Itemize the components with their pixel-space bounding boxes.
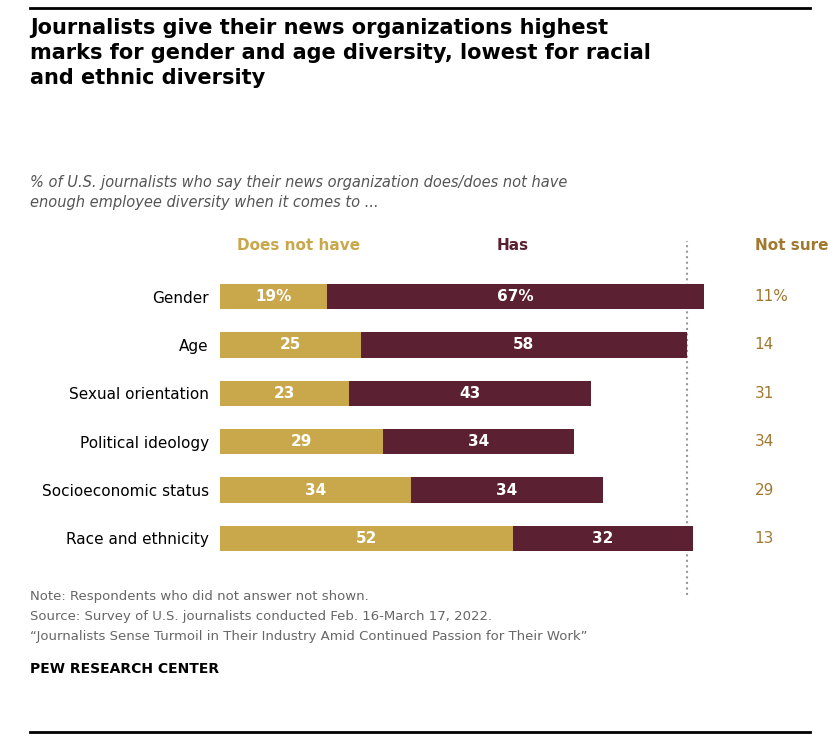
Text: Does not have: Does not have xyxy=(237,238,360,253)
Text: 34: 34 xyxy=(496,482,517,497)
Bar xyxy=(383,429,575,454)
Text: % of U.S. journalists who say their news organization does/does not have
enough : % of U.S. journalists who say their news… xyxy=(30,175,567,210)
Bar xyxy=(220,429,383,454)
Bar xyxy=(220,477,412,502)
Text: 32: 32 xyxy=(592,531,613,546)
Text: 52: 52 xyxy=(355,531,377,546)
Text: “Journalists Sense Turmoil in Their Industry Amid Continued Passion for Their Wo: “Journalists Sense Turmoil in Their Indu… xyxy=(30,630,587,643)
Text: 23: 23 xyxy=(274,386,296,401)
Text: 13: 13 xyxy=(754,531,774,546)
Text: Note: Respondents who did not answer not shown.: Note: Respondents who did not answer not… xyxy=(30,590,369,603)
Text: 11%: 11% xyxy=(754,289,789,304)
Text: 14: 14 xyxy=(754,337,774,352)
Text: 29: 29 xyxy=(754,482,774,497)
Bar xyxy=(220,381,349,406)
Text: PEW RESEARCH CENTER: PEW RESEARCH CENTER xyxy=(30,662,219,676)
Text: 58: 58 xyxy=(513,337,534,352)
Bar xyxy=(412,477,602,502)
Text: 19%: 19% xyxy=(255,289,291,304)
Bar xyxy=(349,381,591,406)
Text: 34: 34 xyxy=(305,482,326,497)
Bar xyxy=(220,332,360,357)
Bar xyxy=(327,284,704,309)
Text: 25: 25 xyxy=(280,337,301,352)
Text: 43: 43 xyxy=(459,386,481,401)
Text: 31: 31 xyxy=(754,386,774,401)
Bar xyxy=(360,332,687,357)
Text: Source: Survey of U.S. journalists conducted Feb. 16-March 17, 2022.: Source: Survey of U.S. journalists condu… xyxy=(30,610,492,623)
Bar xyxy=(220,284,327,309)
Text: Has: Has xyxy=(496,238,528,253)
Bar xyxy=(512,526,692,551)
Text: Not sure: Not sure xyxy=(754,238,828,253)
Text: 67%: 67% xyxy=(497,289,533,304)
Text: 34: 34 xyxy=(468,434,490,449)
Text: Journalists give their news organizations highest
marks for gender and age diver: Journalists give their news organization… xyxy=(30,18,651,87)
Text: 29: 29 xyxy=(291,434,312,449)
Text: 34: 34 xyxy=(754,434,774,449)
Bar xyxy=(220,526,512,551)
